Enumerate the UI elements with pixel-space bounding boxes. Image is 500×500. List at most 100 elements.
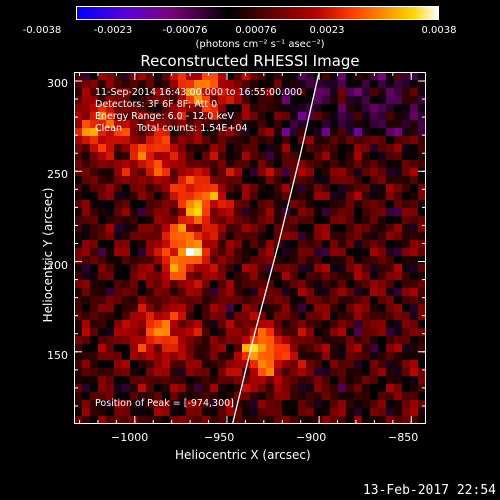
heatmap-cell: [410, 304, 419, 313]
heatmap-cell: [82, 112, 91, 121]
heatmap-cell: [226, 96, 235, 105]
heatmap-cell: [258, 248, 267, 257]
heatmap-cell: [282, 304, 291, 313]
heatmap-cell: [130, 272, 139, 281]
heatmap-cell: [330, 144, 339, 153]
heatmap-cell: [154, 160, 163, 169]
heatmap-cell: [234, 144, 243, 153]
heatmap-cell: [226, 144, 235, 153]
heatmap-cell: [146, 96, 155, 105]
heatmap-cell: [386, 416, 395, 424]
heatmap-cell: [122, 112, 131, 121]
heatmap-cell: [418, 176, 426, 185]
heatmap-cell: [314, 96, 323, 105]
heatmap-cell: [82, 328, 91, 337]
heatmap-cell: [362, 232, 371, 241]
heatmap-cell: [234, 272, 243, 281]
heatmap-cell: [130, 384, 139, 393]
heatmap-cell: [234, 96, 243, 105]
heatmap-cell: [330, 320, 339, 329]
heatmap-cell: [98, 408, 107, 417]
heatmap-cell: [418, 72, 426, 81]
heatmap-cell: [354, 288, 363, 297]
heatmap-cell: [370, 144, 379, 153]
heatmap-cell: [322, 376, 331, 385]
heatmap-cell: [322, 288, 331, 297]
heatmap-cell: [314, 208, 323, 217]
heatmap-cell: [410, 104, 419, 113]
heatmap-cell: [402, 400, 411, 409]
heatmap-cell: [322, 200, 331, 209]
heatmap-cell: [194, 120, 203, 129]
heatmap-cell: [90, 80, 99, 89]
heatmap-cell: [122, 384, 131, 393]
heatmap-cell: [250, 80, 259, 89]
heatmap-cell: [386, 296, 395, 305]
heatmap-cell: [130, 168, 139, 177]
heatmap-cell: [194, 272, 203, 281]
heatmap-cell: [122, 264, 131, 273]
heatmap-cell: [354, 168, 363, 177]
heatmap-cell: [234, 136, 243, 145]
heatmap-cell: [378, 360, 387, 369]
heatmap-cell: [338, 320, 347, 329]
heatmap-cell: [378, 104, 387, 113]
heatmap-cell: [330, 208, 339, 217]
heatmap-cell: [386, 96, 395, 105]
heatmap-cell: [82, 352, 91, 361]
heatmap-cell: [314, 176, 323, 185]
heatmap-cell: [130, 112, 139, 121]
heatmap-cell: [258, 72, 267, 81]
heatmap-cell: [330, 120, 339, 129]
heatmap-cell: [138, 128, 147, 137]
heatmap-cell: [178, 120, 187, 129]
heatmap-cell: [122, 152, 131, 161]
heatmap-cell: [298, 192, 307, 201]
heatmap-cell: [298, 208, 307, 217]
heatmap-cell: [210, 240, 219, 249]
heatmap-cell: [370, 352, 379, 361]
heatmap-cell: [402, 104, 411, 113]
heatmap-cell: [274, 208, 283, 217]
heatmap-cell: [362, 296, 371, 305]
heatmap-cell: [418, 256, 426, 265]
heatmap-cell: [346, 408, 355, 417]
heatmap-cell: [218, 408, 227, 417]
heatmap-cell: [330, 128, 339, 137]
heatmap-cell: [146, 88, 155, 97]
heatmap-cell: [410, 336, 419, 345]
heatmap-cell: [234, 240, 243, 249]
heatmap-cell: [146, 360, 155, 369]
heatmap-cell: [386, 176, 395, 185]
heatmap-cell: [362, 264, 371, 273]
heatmap-cell: [114, 184, 123, 193]
heatmap-cell: [186, 176, 195, 185]
heatmap-cell: [138, 264, 147, 273]
heatmap-cell: [226, 280, 235, 289]
heatmap-cell: [218, 136, 227, 145]
heatmap-cell: [194, 200, 203, 209]
heatmap-cell: [154, 232, 163, 241]
heatmap-cell: [402, 344, 411, 353]
heatmap-cell: [338, 216, 347, 225]
heatmap-cell: [290, 224, 299, 233]
heatmap-cell: [226, 120, 235, 129]
heatmap-cell: [122, 288, 131, 297]
heatmap-cell: [210, 96, 219, 105]
heatmap-cell: [274, 128, 283, 137]
heatmap-cell: [410, 280, 419, 289]
heatmap-cell: [98, 280, 107, 289]
heatmap-cell: [306, 216, 315, 225]
heatmap-cell: [130, 80, 139, 89]
heatmap-cell: [226, 272, 235, 281]
heatmap-cell: [194, 192, 203, 201]
heatmap-cell: [322, 328, 331, 337]
heatmap-cell: [322, 128, 331, 137]
heatmap-cell: [354, 232, 363, 241]
heatmap-cell: [354, 280, 363, 289]
heatmap-cell: [330, 192, 339, 201]
heatmap-cell: [402, 80, 411, 89]
heatmap-cell: [306, 168, 315, 177]
heatmap-cell: [106, 224, 115, 233]
heatmap-cell: [354, 248, 363, 257]
